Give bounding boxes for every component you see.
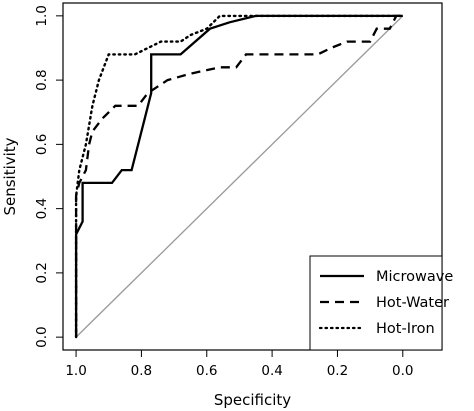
y-tick-label: 0.4: [34, 198, 50, 219]
y-tick-label: 0.6: [34, 134, 50, 155]
y-tick-label: 0.0: [34, 326, 50, 347]
y-axis-label: Sensitivity: [1, 137, 19, 215]
series-line-hot-iron: [74, 14, 404, 339]
legend: Microwave Hot-Water Hot-Iron: [309, 255, 453, 351]
legend-box: [309, 255, 443, 351]
y-tick-label: 1.0: [34, 5, 50, 26]
x-axis-label: Specificity: [214, 391, 291, 409]
reference-diagonal-line: [75, 15, 404, 338]
y-tick-label: 0.8: [34, 69, 50, 90]
legend-label: Microwave: [376, 269, 453, 285]
x-tick-label: 0.6: [196, 363, 217, 379]
x-tick-label: 0.4: [261, 363, 282, 379]
series-line-hot-water: [74, 14, 403, 338]
legend-label: Hot-Iron: [376, 321, 435, 337]
plot-frame: [62, 2, 443, 351]
x-tick-label: 1.0: [65, 363, 86, 379]
x-tick-label: 0.0: [392, 363, 413, 379]
x-tick-label: 0.8: [131, 363, 152, 379]
series-line-microwave: [74, 14, 403, 338]
legend-label: Hot-Water: [376, 295, 449, 311]
y-tick-label: 0.2: [34, 262, 50, 283]
x-tick-label: 0.2: [327, 363, 348, 379]
